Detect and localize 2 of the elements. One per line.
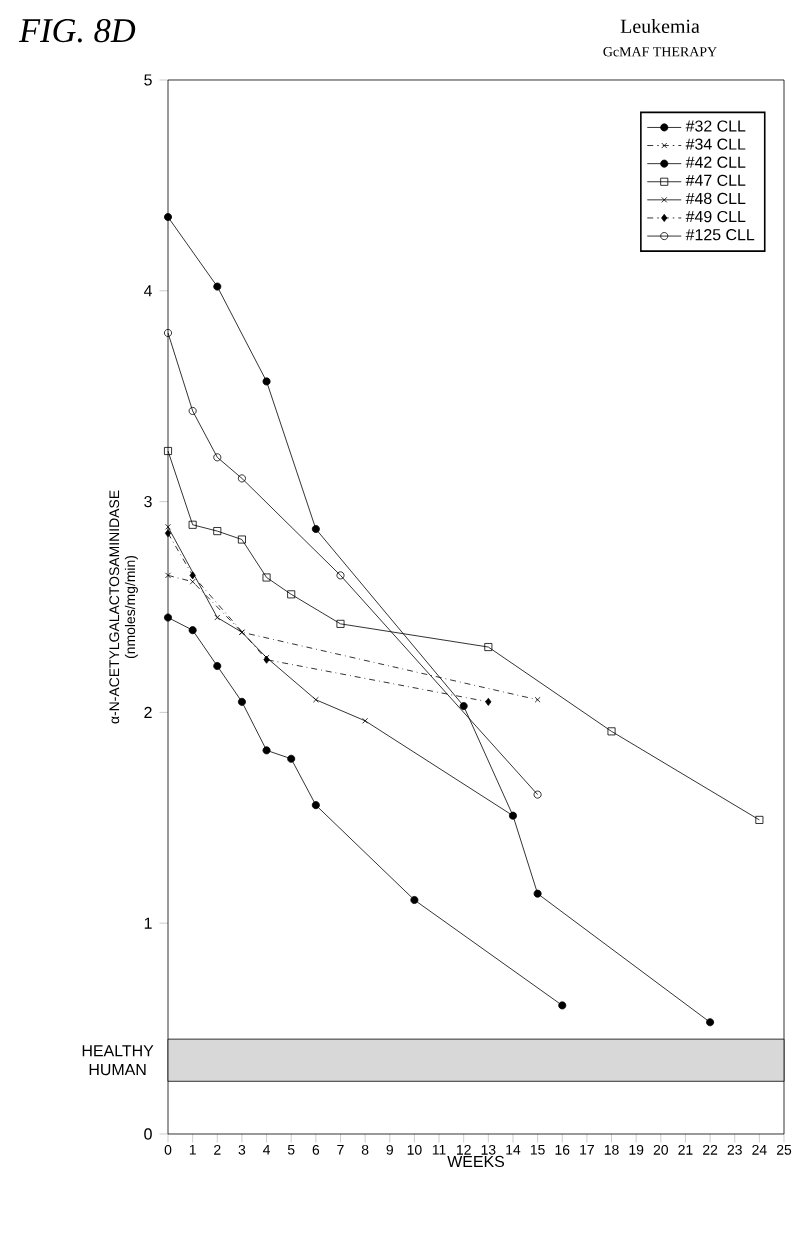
chart-title: Leukemia [620, 19, 700, 34]
caption: FIG. 8D [18, 19, 136, 43]
